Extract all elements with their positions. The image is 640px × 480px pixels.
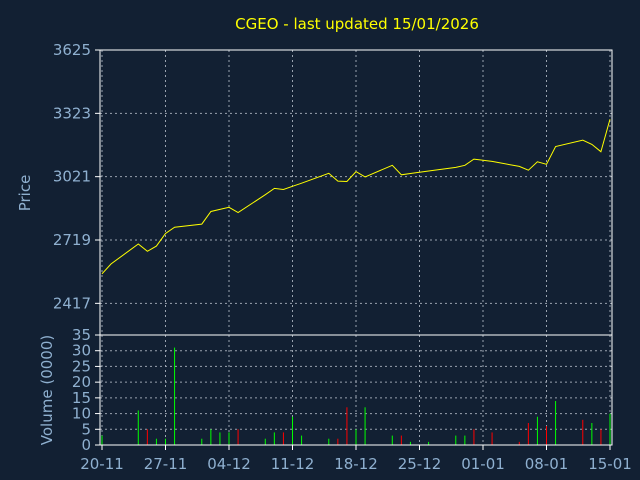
- x-tick-label: 04-12: [207, 455, 251, 473]
- price-tick-label: 3021: [53, 168, 91, 186]
- x-tick-label: 25-12: [398, 455, 442, 473]
- volume-tick-label: 30: [72, 342, 91, 360]
- volume-tick-label: 15: [72, 389, 91, 407]
- price-line: [101, 119, 611, 275]
- x-tick-label: 08-01: [525, 455, 569, 473]
- x-axis-ticks: 20-11 27-11 04-12 11-12 18-12 25-12 01-01 08-01…: [80, 445, 632, 473]
- volume-tick-label: 0: [81, 436, 91, 454]
- volume-grid: [100, 335, 612, 445]
- price-panel: 3625 3323 3021 2719 2417 Price: [16, 41, 613, 336]
- volume-tick-label: 5: [81, 420, 91, 438]
- x-tick-label: 27-11: [144, 455, 188, 473]
- price-tick-label: 2719: [53, 231, 91, 249]
- volume-bars: [101, 347, 611, 445]
- x-tick-label: 15-01: [588, 455, 632, 473]
- volume-axis-label: Volume (0000): [38, 335, 56, 445]
- price-tick-label: 3323: [53, 104, 91, 122]
- volume-tick-label: 20: [72, 373, 91, 391]
- x-tick-label: 18-12: [334, 455, 378, 473]
- price-axis-label: Price: [16, 175, 34, 212]
- x-tick-label: 01-01: [461, 455, 505, 473]
- price-axis-ticks: 3625 3323 3021 2719 2417: [53, 41, 100, 312]
- chart-title: CGEO - last updated 15/01/2026: [235, 15, 479, 33]
- price-tick-label: 3625: [53, 41, 91, 59]
- price-grid: [100, 49, 612, 335]
- volume-tick-label: 10: [72, 405, 91, 423]
- price-plot-frame: [99, 49, 613, 336]
- volume-tick-label: 35: [72, 326, 91, 344]
- price-tick-label: 2417: [53, 294, 91, 312]
- x-tick-label: 11-12: [271, 455, 315, 473]
- volume-tick-label: 25: [72, 357, 91, 375]
- x-tick-label: 20-11: [80, 455, 124, 473]
